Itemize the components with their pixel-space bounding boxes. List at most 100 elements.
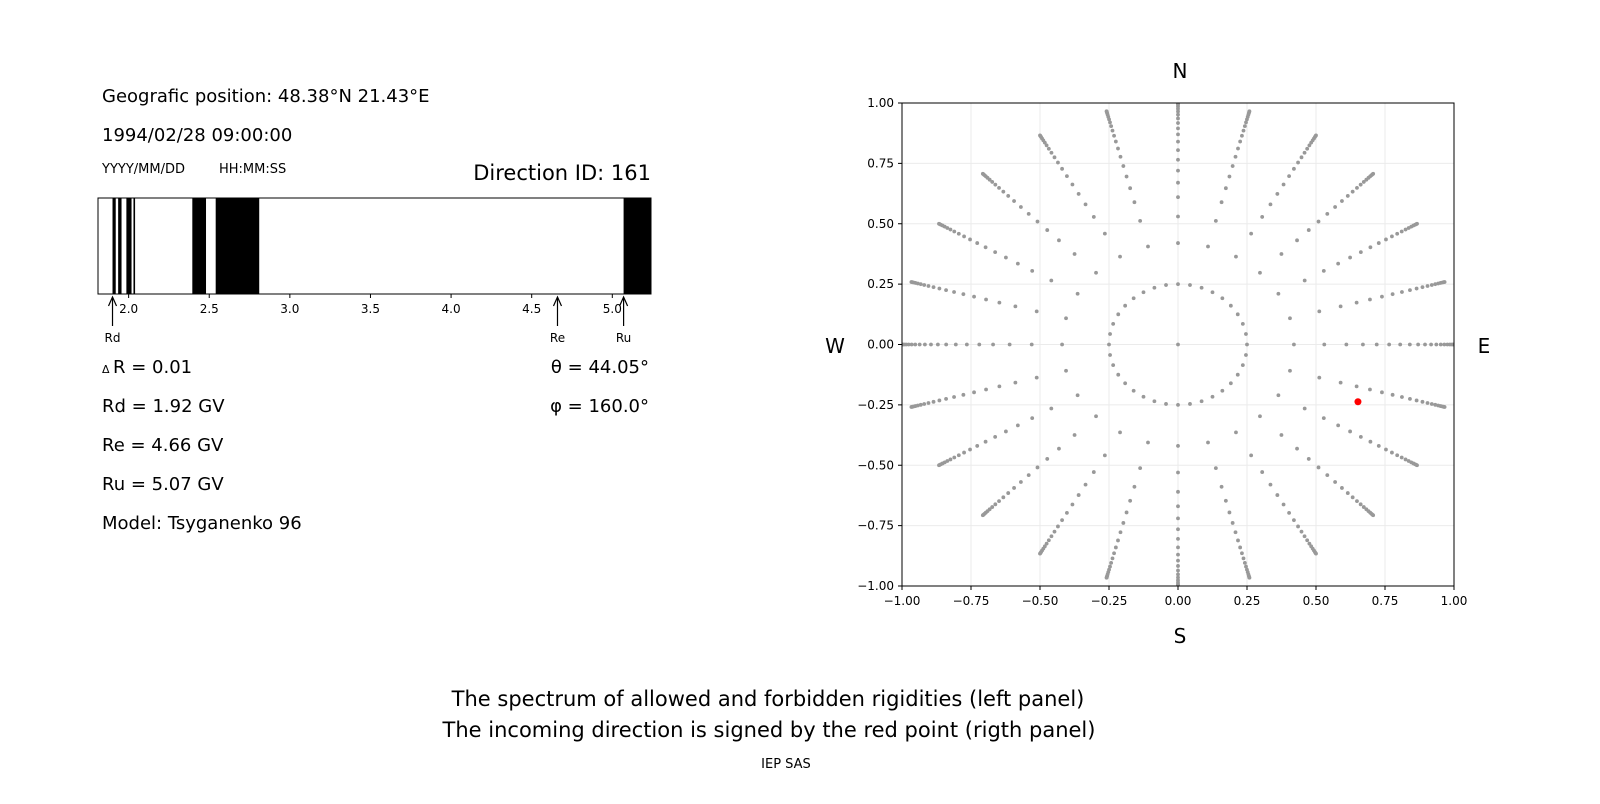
direction-point	[1121, 164, 1126, 168]
direction-point	[1065, 510, 1069, 515]
direction-point	[1109, 560, 1114, 565]
direction-point	[1236, 146, 1240, 151]
direction-point	[937, 221, 941, 226]
direction-point	[1123, 303, 1128, 308]
direction-point	[1046, 146, 1051, 151]
direction-point	[993, 502, 998, 507]
direction-point	[1398, 342, 1403, 347]
direction-scatter-chart: −1.00 −0.75 −0.50 −0.25 0.00 0.25 0.50 0.75 1.00…	[857, 96, 1467, 608]
rigidity-spectrum-chart: 2.0 2.5 3.0 3.5 4.0 4.5 5.0 Rd Re Ru	[97, 197, 652, 345]
direction-point	[1338, 304, 1343, 309]
direction-point	[1013, 304, 1018, 309]
direction-point	[1279, 433, 1284, 437]
direction-point	[1240, 363, 1245, 368]
direction-point	[1415, 221, 1419, 226]
direction-point	[1429, 283, 1434, 287]
direction-point	[1094, 414, 1098, 419]
direction-point	[1442, 405, 1447, 409]
direction-point	[972, 294, 976, 299]
direction-point	[1399, 455, 1404, 460]
direction-point	[1188, 402, 1192, 406]
direction-point	[1358, 182, 1363, 187]
direction-point	[1176, 504, 1180, 509]
direction-point	[1288, 368, 1292, 373]
model-name: Model: Tsyganenko 96	[102, 513, 302, 534]
direction-point	[1305, 538, 1310, 543]
direction-point	[1110, 556, 1115, 561]
direction-point	[1408, 288, 1412, 293]
direction-point	[961, 392, 966, 397]
direction-point	[1249, 453, 1254, 458]
direction-point	[931, 399, 936, 404]
y-tick-label: 0.50	[867, 217, 894, 231]
direction-point	[1223, 186, 1228, 191]
direction-point	[1336, 261, 1341, 266]
direction-point	[1108, 332, 1112, 336]
direction-point	[1035, 219, 1040, 224]
direction-point	[1052, 529, 1057, 534]
direction-point	[1242, 124, 1247, 129]
direction-point	[1044, 143, 1049, 148]
direction-point	[1287, 510, 1291, 515]
direction-point	[1390, 292, 1395, 297]
direction-point	[1355, 499, 1359, 503]
direction-point	[1104, 575, 1109, 580]
direction-point	[944, 396, 948, 401]
direction-point	[1296, 524, 1300, 529]
direction-point	[997, 300, 1002, 305]
compass-west: W	[825, 334, 845, 358]
direction-point	[1213, 218, 1218, 223]
direction-point	[1075, 291, 1080, 296]
direction-point	[1380, 390, 1384, 395]
direction-point	[964, 342, 969, 347]
direction-point	[1234, 430, 1238, 435]
direction-point	[990, 180, 995, 184]
direction-point	[1227, 510, 1232, 515]
direction-point	[1118, 530, 1123, 535]
direction-point	[1399, 229, 1404, 234]
direction-point	[1316, 219, 1321, 224]
direction-point	[909, 342, 914, 347]
direction-point	[1429, 342, 1433, 347]
direction-point	[1001, 189, 1006, 194]
direction-point	[1141, 394, 1146, 399]
direction-point	[1240, 551, 1244, 556]
direction-point	[990, 505, 995, 509]
direction-point	[1390, 392, 1395, 397]
forbidden-band	[126, 198, 132, 294]
direction-point	[1241, 128, 1246, 133]
direction-point	[962, 450, 966, 455]
direction-point	[997, 499, 1001, 503]
direction-point	[1030, 416, 1035, 421]
direction-point	[968, 447, 972, 452]
direction-point	[956, 453, 961, 458]
direction-point	[1118, 154, 1123, 159]
direction-point	[1213, 466, 1218, 471]
caption-line-2: The incoming direction is signed by the …	[442, 718, 1096, 742]
direction-point	[1384, 447, 1388, 452]
direction-point	[1325, 211, 1330, 216]
direction-point	[1361, 180, 1366, 184]
time-format-label: HH:MM:SS	[219, 162, 286, 177]
direction-point	[1279, 252, 1284, 256]
direction-point	[1340, 486, 1344, 490]
direction-point	[972, 390, 976, 395]
direction-point	[1206, 440, 1210, 445]
direction-point	[1292, 518, 1296, 523]
direction-point	[1219, 484, 1224, 489]
direction-point	[1292, 342, 1296, 347]
direction-point	[1258, 270, 1262, 275]
direction-point	[1325, 473, 1330, 478]
direction-id: Direction ID: 161	[473, 161, 651, 185]
direction-point	[1281, 182, 1286, 187]
direction-point	[1220, 296, 1225, 301]
direction-point	[1292, 166, 1296, 171]
direction-point	[1442, 280, 1447, 284]
direction-point	[1056, 524, 1060, 529]
direction-point	[1049, 534, 1054, 539]
direction-point	[1035, 465, 1040, 470]
direction-point	[1132, 200, 1137, 205]
phi-value: φ = 160.0°	[550, 396, 649, 417]
direction-point	[1302, 278, 1307, 283]
